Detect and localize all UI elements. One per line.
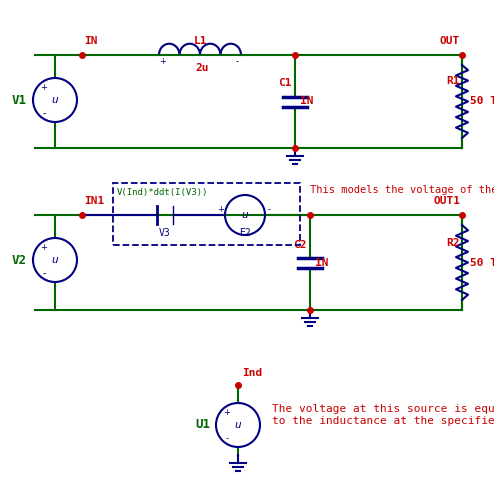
Text: E2: E2 <box>239 228 251 238</box>
Text: 1N: 1N <box>315 257 329 267</box>
Text: U1: U1 <box>195 418 210 432</box>
Text: u: u <box>52 95 58 105</box>
Text: OUT: OUT <box>440 36 460 46</box>
Text: +: + <box>224 408 230 417</box>
Text: This models the voltage of the inductor as L*di/dt: This models the voltage of the inductor … <box>310 185 494 195</box>
Text: -: - <box>42 108 46 118</box>
Text: V2: V2 <box>12 253 27 266</box>
Text: IN1: IN1 <box>84 196 104 206</box>
Text: 50 TC=1E-5: 50 TC=1E-5 <box>470 97 494 106</box>
Text: u: u <box>52 255 58 265</box>
Text: V3: V3 <box>159 228 171 238</box>
Text: OUT1: OUT1 <box>433 196 460 206</box>
Text: -: - <box>236 57 239 66</box>
Text: +: + <box>160 57 166 66</box>
Bar <box>113 183 300 245</box>
Text: R2: R2 <box>447 238 460 248</box>
Text: 1N: 1N <box>300 97 314 106</box>
Text: Ind: Ind <box>242 368 262 378</box>
Text: -: - <box>42 268 46 278</box>
Text: 2u: 2u <box>195 63 209 73</box>
Text: +: + <box>41 83 47 93</box>
Text: +: + <box>41 244 47 252</box>
Text: R1: R1 <box>447 77 460 87</box>
Text: 50 TC=1E-5: 50 TC=1E-5 <box>470 257 494 267</box>
Text: u: u <box>242 210 248 220</box>
Text: IN: IN <box>84 36 97 46</box>
Text: u: u <box>235 420 242 430</box>
Text: V(Ind)*ddt(I(V3)): V(Ind)*ddt(I(V3)) <box>117 188 208 197</box>
Text: V1: V1 <box>12 94 27 106</box>
Text: C2: C2 <box>293 240 307 249</box>
Text: -: - <box>225 434 229 443</box>
Text: +: + <box>217 205 224 214</box>
Text: L1: L1 <box>193 36 207 46</box>
Text: -: - <box>267 205 271 214</box>
Text: C1: C1 <box>279 79 292 89</box>
Text: The voltage at this source is equivalent
to the inductance at the specified time: The voltage at this source is equivalent… <box>272 404 494 426</box>
